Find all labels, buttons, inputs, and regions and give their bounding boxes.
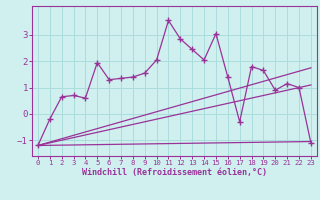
X-axis label: Windchill (Refroidissement éolien,°C): Windchill (Refroidissement éolien,°C) bbox=[82, 168, 267, 177]
